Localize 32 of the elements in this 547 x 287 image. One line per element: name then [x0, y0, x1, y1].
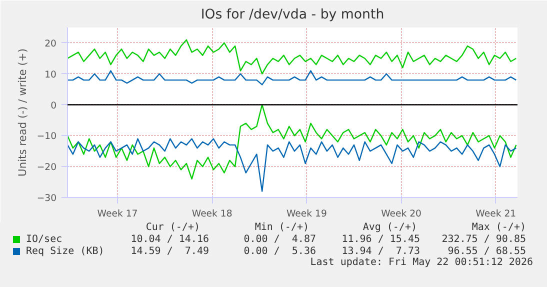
legend-label: Req Size (KB)	[26, 246, 104, 258]
text: Min (-/+)	[254, 222, 309, 234]
line-series	[68, 138, 517, 192]
y-tick-label: −20	[36, 162, 57, 174]
x-tick-label: Week 20	[381, 208, 422, 220]
y-tick-label: 20	[44, 38, 57, 50]
text: Max (-/+)	[472, 222, 526, 234]
text: 232.75 / 90.85	[442, 234, 526, 246]
line-series	[68, 70, 517, 86]
text: Cur (-/+)	[146, 222, 200, 234]
x-tick-label: Week 19	[286, 208, 327, 220]
x-tick-label: Week 21	[476, 208, 516, 220]
y-tick-label: 10	[44, 69, 57, 80]
x-tick-label: Week 17	[97, 208, 138, 220]
text: 11.96 / 15.45	[342, 234, 420, 246]
y-axis-title: Units read (-) / write (+)	[16, 48, 29, 176]
text: 10.04 / 14.16	[130, 234, 209, 246]
text: 0.00 / 4.87	[244, 234, 316, 246]
line-series	[68, 39, 517, 74]
text: Avg (-/+)	[362, 222, 417, 234]
legend-label: IO/sec	[26, 234, 62, 246]
y-tick-label: −10	[36, 131, 57, 142]
chart-title: IOs for /dev/vda - by month	[200, 8, 384, 22]
text: 0.00 / 5.36	[244, 246, 316, 258]
text: 13.94 / 7.73	[342, 246, 420, 257]
y-tick-label: 0	[50, 100, 57, 112]
x-tick-label: Week 18	[192, 208, 232, 220]
text: 96.55 / 68.55	[448, 246, 526, 258]
line-series	[68, 104, 517, 180]
text: 14.59 / 7.49	[130, 246, 209, 258]
text: Last update: Fri May 22 00:51:12 2026	[310, 257, 533, 269]
y-tick-label: −30	[36, 193, 57, 204]
